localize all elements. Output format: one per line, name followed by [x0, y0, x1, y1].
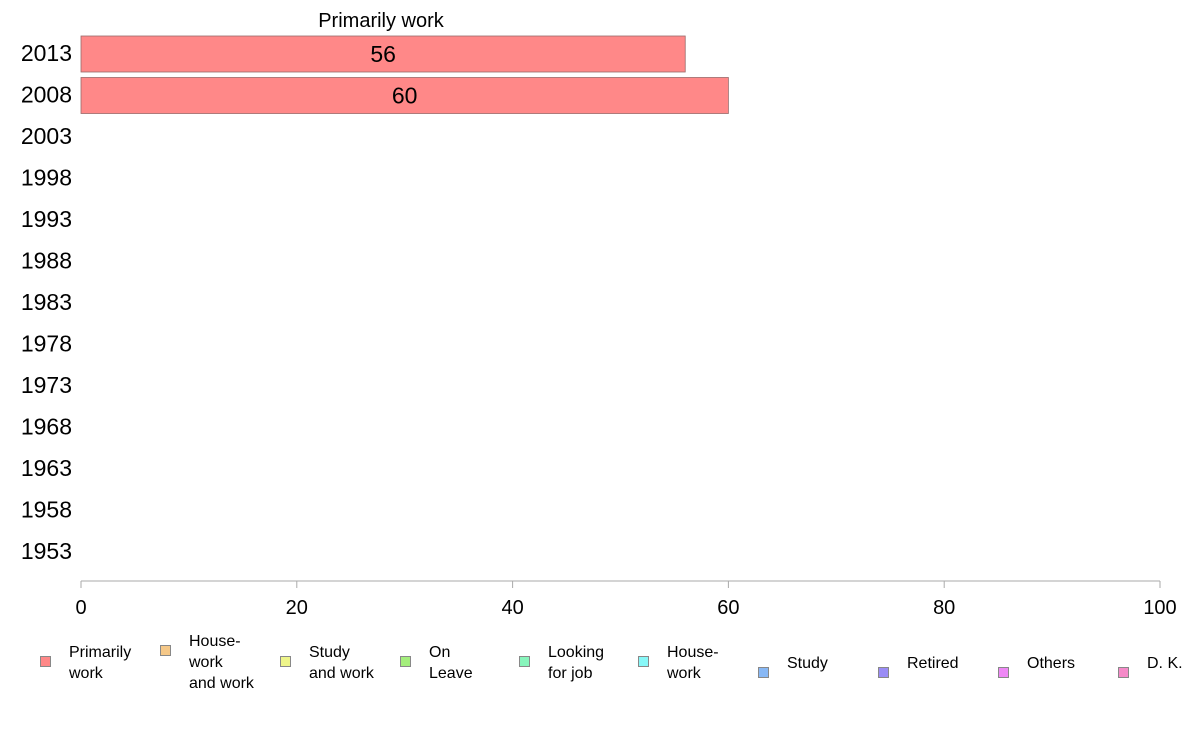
- legend-swatch: [758, 667, 769, 678]
- legend-swatch: [519, 656, 530, 667]
- y-tick-label: 1993: [21, 206, 72, 232]
- bar-value-label: 60: [392, 83, 418, 109]
- legend-item: Primarily work: [40, 628, 131, 684]
- x-tick-label: 60: [717, 597, 739, 619]
- chart-title: Primarily work: [318, 10, 445, 32]
- legend-item: Retired: [878, 628, 959, 678]
- y-tick-label: 2003: [21, 123, 72, 149]
- x-tick-label: 80: [933, 597, 955, 619]
- bar-chart: Primarily work 2013 2008 2003 1998 1993 1988 1…: [21, 10, 1177, 619]
- y-tick-label: 1978: [21, 331, 72, 357]
- legend-swatch: [160, 645, 171, 656]
- y-tick-label: 1973: [21, 372, 72, 398]
- legend-swatch: [280, 656, 291, 667]
- legend-item: Study and work: [280, 628, 374, 684]
- legend-label: Study: [787, 655, 828, 672]
- bar: [80, 35, 686, 73]
- legend-swatch: [400, 656, 411, 667]
- legend-label: Retired: [907, 655, 959, 672]
- legend-swatch: [1118, 667, 1129, 678]
- legend-label: Study and work: [309, 644, 374, 682]
- y-tick-label: 2013: [21, 40, 72, 66]
- legend-label: House- work and work: [189, 633, 254, 692]
- legend-item: Others: [998, 628, 1075, 678]
- legend-item: House- work: [638, 628, 719, 684]
- bar: [80, 77, 729, 114]
- y-tick-label: 1983: [21, 289, 72, 315]
- y-tick-label: 1953: [21, 538, 72, 564]
- legend-label: On Leave: [429, 644, 473, 682]
- y-tick-label: 1998: [21, 165, 72, 191]
- legend: Primarily work House- work and work Study …: [0, 628, 1188, 708]
- y-tick-label: 1968: [21, 414, 72, 440]
- x-tick-label: 0: [75, 597, 86, 619]
- legend-item: Study: [758, 628, 828, 678]
- legend-label: Others: [1027, 655, 1076, 672]
- legend-item: House- work and work: [160, 628, 254, 694]
- legend-swatch: [998, 667, 1009, 678]
- legend-swatch: [878, 667, 889, 678]
- legend-label: House- work: [667, 644, 719, 682]
- legend-item: Looking for job: [519, 628, 604, 684]
- legend-label: Looking for job: [548, 644, 605, 682]
- y-tick-label: 1958: [21, 497, 72, 523]
- x-tick-label: 20: [286, 597, 308, 619]
- y-tick-label: 2008: [21, 82, 72, 108]
- legend-swatch: [638, 656, 649, 667]
- legend-label: Primarily work: [69, 644, 132, 682]
- legend-label: D. K.: [1147, 655, 1183, 672]
- legend-swatch: [40, 656, 51, 667]
- bar-value-label: 56: [370, 41, 396, 67]
- legend-item: On Leave: [400, 628, 473, 684]
- x-tick-label: 100: [1143, 597, 1176, 619]
- x-tick-label: 40: [501, 597, 523, 619]
- y-tick-label: 1988: [21, 248, 72, 274]
- legend-item: D. K.: [1118, 628, 1183, 678]
- y-tick-label: 1963: [21, 455, 72, 481]
